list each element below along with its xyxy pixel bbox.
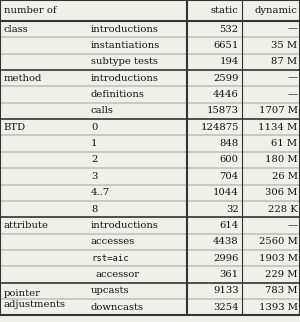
Text: 2996: 2996 [213, 254, 239, 263]
Text: introductions: introductions [91, 74, 159, 83]
Text: 0: 0 [91, 123, 97, 132]
Text: 228 K: 228 K [268, 204, 298, 213]
Text: 848: 848 [220, 139, 239, 148]
Text: 35 M: 35 M [272, 41, 298, 50]
Text: 2560 M: 2560 M [259, 237, 298, 246]
Text: introductions: introductions [91, 24, 159, 33]
Text: number of: number of [4, 6, 56, 15]
Text: 1903 M: 1903 M [259, 254, 298, 263]
Text: 3254: 3254 [213, 303, 239, 312]
Text: 15873: 15873 [207, 106, 239, 115]
Text: 1134 M: 1134 M [258, 123, 298, 132]
Text: —: — [288, 90, 298, 99]
Text: definitions: definitions [91, 90, 145, 99]
Text: 306 M: 306 M [265, 188, 298, 197]
Text: method: method [4, 74, 42, 83]
Text: 61 M: 61 M [272, 139, 298, 148]
Text: 9133: 9133 [213, 286, 239, 295]
Text: —: — [288, 221, 298, 230]
Text: 614: 614 [220, 221, 239, 230]
Text: 4..7: 4..7 [91, 188, 110, 197]
Text: 229 M: 229 M [265, 270, 298, 279]
Text: accessor: accessor [95, 270, 139, 279]
Text: instantiations: instantiations [91, 41, 160, 50]
Text: 3: 3 [91, 172, 97, 181]
Text: subtype tests: subtype tests [91, 57, 158, 66]
Text: 1707 M: 1707 M [259, 106, 298, 115]
Text: 180 M: 180 M [265, 156, 298, 165]
Text: dynamic: dynamic [255, 6, 298, 15]
Text: 1044: 1044 [213, 188, 239, 197]
Text: upcasts: upcasts [91, 286, 129, 295]
Text: 87 M: 87 M [272, 57, 298, 66]
Text: 532: 532 [220, 24, 239, 33]
Text: 8: 8 [91, 204, 97, 213]
Text: 600: 600 [220, 156, 239, 165]
Text: 26 M: 26 M [272, 172, 298, 181]
Text: 194: 194 [219, 57, 239, 66]
Text: —: — [288, 24, 298, 33]
Text: 4438: 4438 [213, 237, 239, 246]
Text: 1393 M: 1393 M [259, 303, 298, 312]
Text: introductions: introductions [91, 221, 159, 230]
Text: calls: calls [91, 106, 114, 115]
Text: 2599: 2599 [213, 74, 239, 83]
Text: 704: 704 [220, 172, 239, 181]
Text: —: — [288, 74, 298, 83]
Text: pointer
adjustments: pointer adjustments [4, 289, 66, 309]
Text: attribute: attribute [4, 221, 49, 230]
Text: 4446: 4446 [213, 90, 239, 99]
Text: rst=aic: rst=aic [91, 254, 128, 263]
Text: static: static [211, 6, 239, 15]
Text: downcasts: downcasts [91, 303, 144, 312]
Text: 32: 32 [226, 204, 239, 213]
Text: 361: 361 [220, 270, 239, 279]
Text: 1: 1 [91, 139, 98, 148]
Text: 783 M: 783 M [265, 286, 298, 295]
Text: 124875: 124875 [200, 123, 239, 132]
Text: BTD: BTD [4, 123, 26, 132]
Text: 2: 2 [91, 156, 97, 165]
Text: accesses: accesses [91, 237, 135, 246]
Text: class: class [4, 24, 29, 33]
Text: 6651: 6651 [213, 41, 239, 50]
